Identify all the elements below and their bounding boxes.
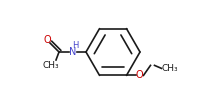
Text: O: O (136, 70, 143, 80)
Text: N: N (69, 47, 77, 57)
Text: O: O (43, 35, 51, 45)
Text: CH₃: CH₃ (43, 61, 59, 69)
Text: CH₃: CH₃ (161, 64, 178, 73)
Text: H: H (72, 41, 78, 49)
